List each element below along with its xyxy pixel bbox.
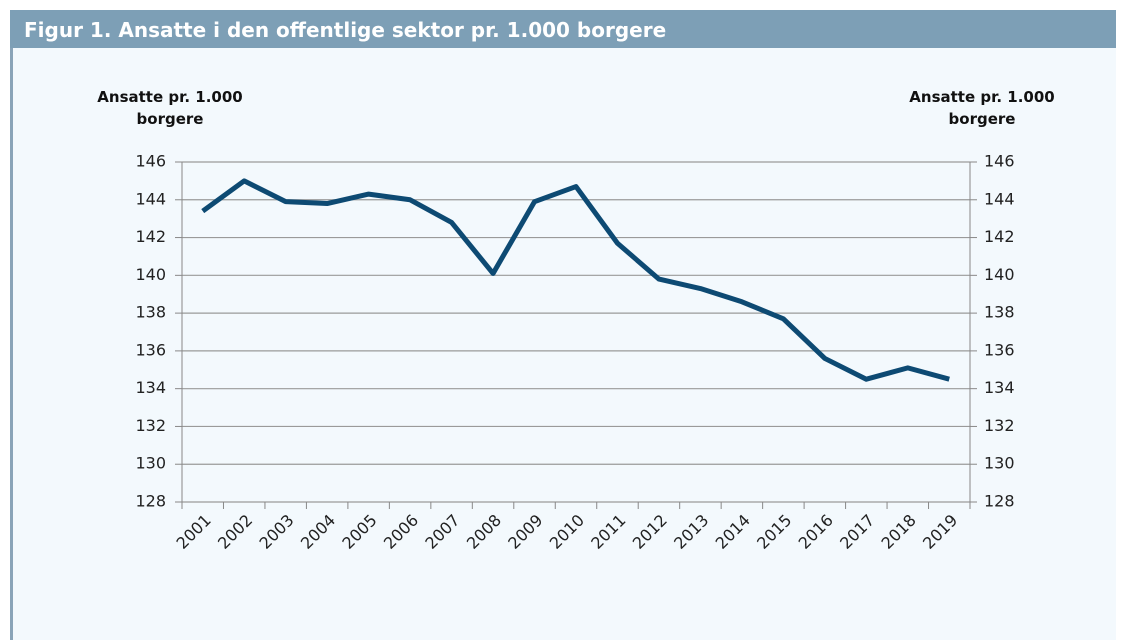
- y2-axis-label: Ansatte pr. 1.000 borgere: [909, 88, 1055, 128]
- panel: [10, 10, 1116, 640]
- x-tick-label: 2005: [338, 511, 380, 553]
- x-tick-label: 2018: [878, 511, 920, 553]
- x-tick-label: 2012: [629, 511, 671, 553]
- y-tick-label: 142: [135, 227, 166, 246]
- x-tick-label: 2011: [587, 511, 629, 553]
- y-tick-label: 134: [135, 378, 166, 397]
- y2-tick-label: 142: [984, 227, 1015, 246]
- x-tick-label: 2002: [214, 511, 256, 553]
- y2-tick-label: 146: [984, 152, 1015, 171]
- y2-tick-label: 140: [984, 265, 1015, 284]
- chart-title: Figur 1. Ansatte i den offentlige sektor…: [10, 10, 1116, 48]
- y-tick-label: 144: [135, 189, 166, 208]
- x-tick-label: 2009: [504, 511, 546, 553]
- y2-tick-label: 130: [984, 454, 1015, 473]
- x-tick-label: 2014: [712, 511, 754, 553]
- y-tick-label: 136: [135, 340, 166, 359]
- y-tick-label: 130: [135, 454, 166, 473]
- x-tick-label: 2004: [297, 511, 339, 553]
- x-tick-label: 2019: [919, 511, 961, 553]
- x-tick-label: 2006: [380, 511, 422, 553]
- x-tick-label: 2007: [421, 511, 463, 553]
- y2-tick-label: 144: [984, 189, 1015, 208]
- y-tick-label: 140: [135, 265, 166, 284]
- y2-tick-label: 136: [984, 340, 1015, 359]
- y-axis-label: Ansatte pr. 1.000 borgere: [97, 88, 243, 128]
- x-tick-label: 2003: [255, 511, 297, 553]
- y-tick-label: 146: [135, 152, 166, 171]
- y-tick-label: 128: [135, 492, 166, 511]
- x-tick-label: 2017: [836, 511, 878, 553]
- x-tick-label: 2016: [795, 511, 837, 553]
- y2-tick-label: 128: [984, 492, 1015, 511]
- y-tick-label: 132: [135, 416, 166, 435]
- x-tick-label: 2010: [546, 511, 588, 553]
- x-tick-label: 2001: [173, 511, 215, 553]
- x-tick-label: 2013: [670, 511, 712, 553]
- y2-tick-label: 132: [984, 416, 1015, 435]
- y2-tick-label: 138: [984, 303, 1015, 322]
- line: [201, 178, 950, 382]
- x-tick-label: 2015: [753, 511, 795, 553]
- y2-tick-label: 134: [984, 378, 1015, 397]
- y-tick-label: 138: [135, 303, 166, 322]
- x-tick-label: 2008: [463, 511, 505, 553]
